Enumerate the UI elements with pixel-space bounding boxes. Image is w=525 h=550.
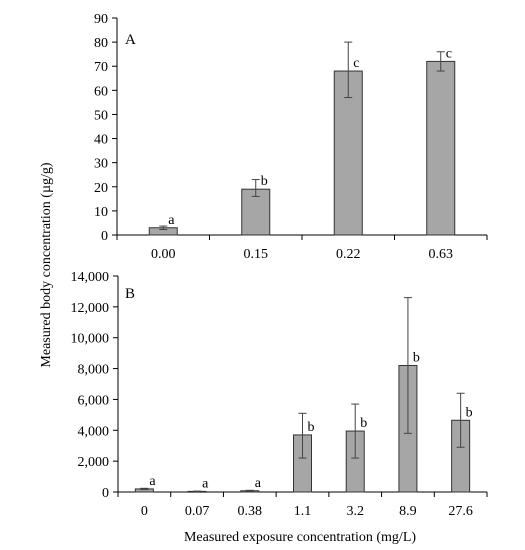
b-significance-letter: a	[255, 476, 262, 491]
b-significance-letter: b	[413, 350, 420, 365]
a-panel-label: A	[125, 32, 136, 48]
b-y-tick-label: 8,000	[78, 363, 110, 378]
panel-b-chart: 0 2,000 4,000 6,000 8,000 10,000 12,000 14,000 0…	[71, 270, 488, 519]
b-x-tick-label: 3.2	[346, 504, 364, 519]
b-y-tick-label: 2,000	[78, 455, 110, 470]
a-x-tick-label: 0.63	[429, 247, 454, 262]
a-significance-letter: a	[168, 213, 175, 228]
b-x-tick-label: 1.1	[294, 504, 312, 519]
b-significance-letter: b	[466, 405, 473, 420]
a-x-tick-label: 0.00	[151, 247, 176, 262]
b-panel-label: B	[125, 286, 135, 302]
b-y-tick-label: 4,000	[78, 424, 110, 439]
b-y-tick-label: 14,000	[71, 270, 110, 285]
a-significance-letter: b	[261, 174, 268, 189]
a-bar	[333, 70, 363, 236]
b-y-tick-label: 6,000	[78, 393, 110, 408]
x-axis-label: Measured exposure concentration (mg/L)	[184, 530, 416, 545]
a-x-tick-label: 0.22	[336, 247, 361, 262]
b-x-tick-label: 27.6	[448, 504, 473, 519]
a-y-tick-label: 0	[101, 229, 108, 244]
b-significance-letter: b	[360, 416, 367, 431]
a-bar	[426, 60, 456, 236]
b-y-tick-label: 10,000	[71, 332, 110, 347]
a-significance-letter: c	[353, 56, 359, 71]
b-y-tick-label: 0	[102, 486, 109, 501]
a-y-tick-label: 60	[94, 84, 108, 99]
b-x-tick-label: 8.9	[399, 504, 417, 519]
a-y-tick-label: 20	[94, 181, 108, 196]
a-significance-letter: c	[446, 46, 452, 61]
a-x-tick-label: 0.15	[244, 247, 269, 262]
y-axis-label: Measured body concentration (µg/g)	[39, 162, 54, 368]
a-y-tick-label: 70	[94, 60, 108, 75]
b-x-tick-label: 0.07	[185, 504, 210, 519]
b-x-tick-label: 0	[141, 504, 148, 519]
b-significance-letter: a	[202, 476, 209, 491]
a-y-tick-label: 50	[94, 108, 108, 123]
a-y-tick-label: 80	[94, 36, 108, 51]
a-y-tick-label: 10	[94, 205, 108, 220]
panel-a-chart: 0 10 20 30 40 50 60 70 80 90 0.00 0.15 0.22 0.63 a b c c A	[94, 12, 488, 262]
b-significance-letter: a	[149, 474, 156, 489]
a-y-tick-label: 30	[94, 157, 108, 172]
b-x-tick-label: 0.38	[238, 504, 263, 519]
b-significance-letter: b	[308, 420, 315, 435]
a-y-tick-label: 40	[94, 133, 108, 148]
b-y-tick-label: 12,000	[71, 301, 110, 316]
a-y-tick-label: 90	[94, 12, 108, 27]
